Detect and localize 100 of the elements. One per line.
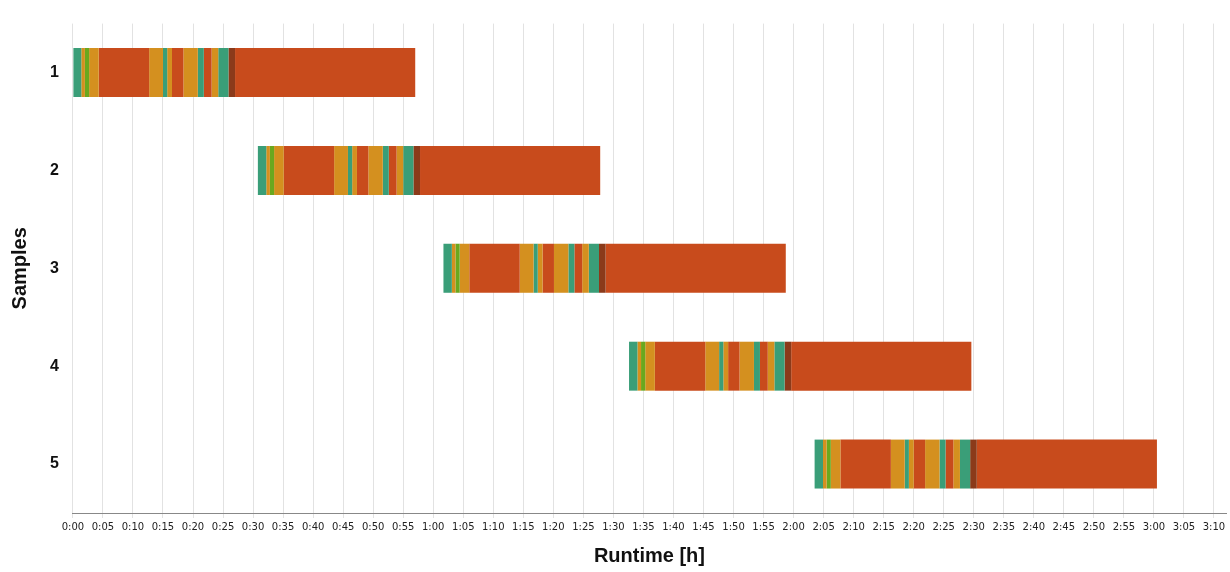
bar [368,145,383,195]
bar [382,145,389,195]
x-tick-label: 0:45 [331,520,355,532]
x-tick-label: 0:30 [241,520,265,532]
bar [352,145,357,195]
bar [211,48,219,98]
bar [976,439,1157,489]
bar [542,243,554,293]
x-tick-label: 1:45 [692,520,715,532]
bar [970,439,977,489]
bar [654,341,706,391]
bar [641,341,646,391]
bar [588,243,599,293]
x-tick-label: 0:25 [211,520,235,532]
bar [890,439,905,489]
x-tick-label: 2:45 [1052,520,1076,532]
bar [266,145,270,195]
bar [904,439,909,489]
bar [356,145,369,195]
bar [939,439,946,489]
bar [469,243,520,293]
bar [723,341,729,391]
bar [455,243,460,293]
bar [269,145,275,195]
bar [645,341,655,391]
bar [599,243,606,293]
x-tick-label: 2:05 [812,520,835,532]
x-tick-label: 2:25 [932,520,955,532]
bar [257,145,267,195]
bar [582,243,589,293]
bar [774,341,785,391]
bar [784,341,792,391]
bar [574,243,583,293]
x-tick-label: 3:10 [1202,520,1226,532]
x-tick-label: 0:35 [271,520,295,532]
bar [81,48,85,98]
bar [759,341,768,391]
x-tick-label: 2:40 [1022,520,1046,532]
x-tick-label: 0:40 [301,520,325,532]
bar [913,439,926,489]
bar [791,341,972,391]
x-tick-label: 0:55 [391,520,415,532]
x-tick-label: 2:20 [902,520,925,532]
x-tick-label: 1:40 [662,520,685,532]
bar [953,439,960,489]
x-tick-label: 1:25 [572,520,595,532]
bar [334,145,348,195]
x-tick-label: 3:05 [1172,520,1196,532]
bar [274,145,284,195]
bar [171,48,184,98]
x-tick-label: 2:55 [1112,520,1136,532]
bar [568,243,575,293]
x-tick-label: 1:20 [542,520,565,532]
x-tick-label: 3:00 [1142,520,1166,532]
x-tick-label: 1:05 [452,520,475,532]
bar [637,341,642,391]
y-tick-label: 2 [49,160,59,178]
bar [840,439,891,489]
bar [218,48,229,98]
bar [203,48,212,98]
bar [537,243,543,293]
y-tick-label: 3 [49,258,59,276]
bar [908,439,914,489]
bar [826,439,831,489]
bar [925,439,940,489]
x-tick-label: 2:00 [782,520,805,532]
bar [183,48,198,98]
bar [533,243,538,293]
x-tick-label: 2:50 [1082,520,1106,532]
bar [403,145,414,195]
x-tick-label: 2:10 [842,520,865,532]
bar [98,48,150,98]
bar [553,243,569,293]
x-tick-label: 0:20 [181,520,205,532]
x-tick-label: 1:15 [512,520,535,532]
x-tick-label: 2:35 [992,520,1016,532]
bar [814,439,824,489]
bar [228,48,236,98]
bar [945,439,954,489]
bar [605,243,786,293]
bar [84,48,90,98]
x-tick-label: 0:50 [361,520,385,532]
x-tick-label: 1:10 [482,520,505,532]
x-axis-title: Runtime [h] [593,543,705,566]
bar [396,145,404,195]
bar [705,341,720,391]
bar [823,439,827,489]
bar [73,48,82,98]
bar [719,341,724,391]
bar [767,341,775,391]
bar [167,48,172,98]
x-tick-label: 0:10 [121,520,145,532]
bar [413,145,421,195]
bar [728,341,740,391]
bar [197,48,204,98]
x-tick-label: 1:35 [632,520,655,532]
bar [162,48,168,98]
bar [739,341,754,391]
bar [830,439,841,489]
bar [459,243,470,293]
